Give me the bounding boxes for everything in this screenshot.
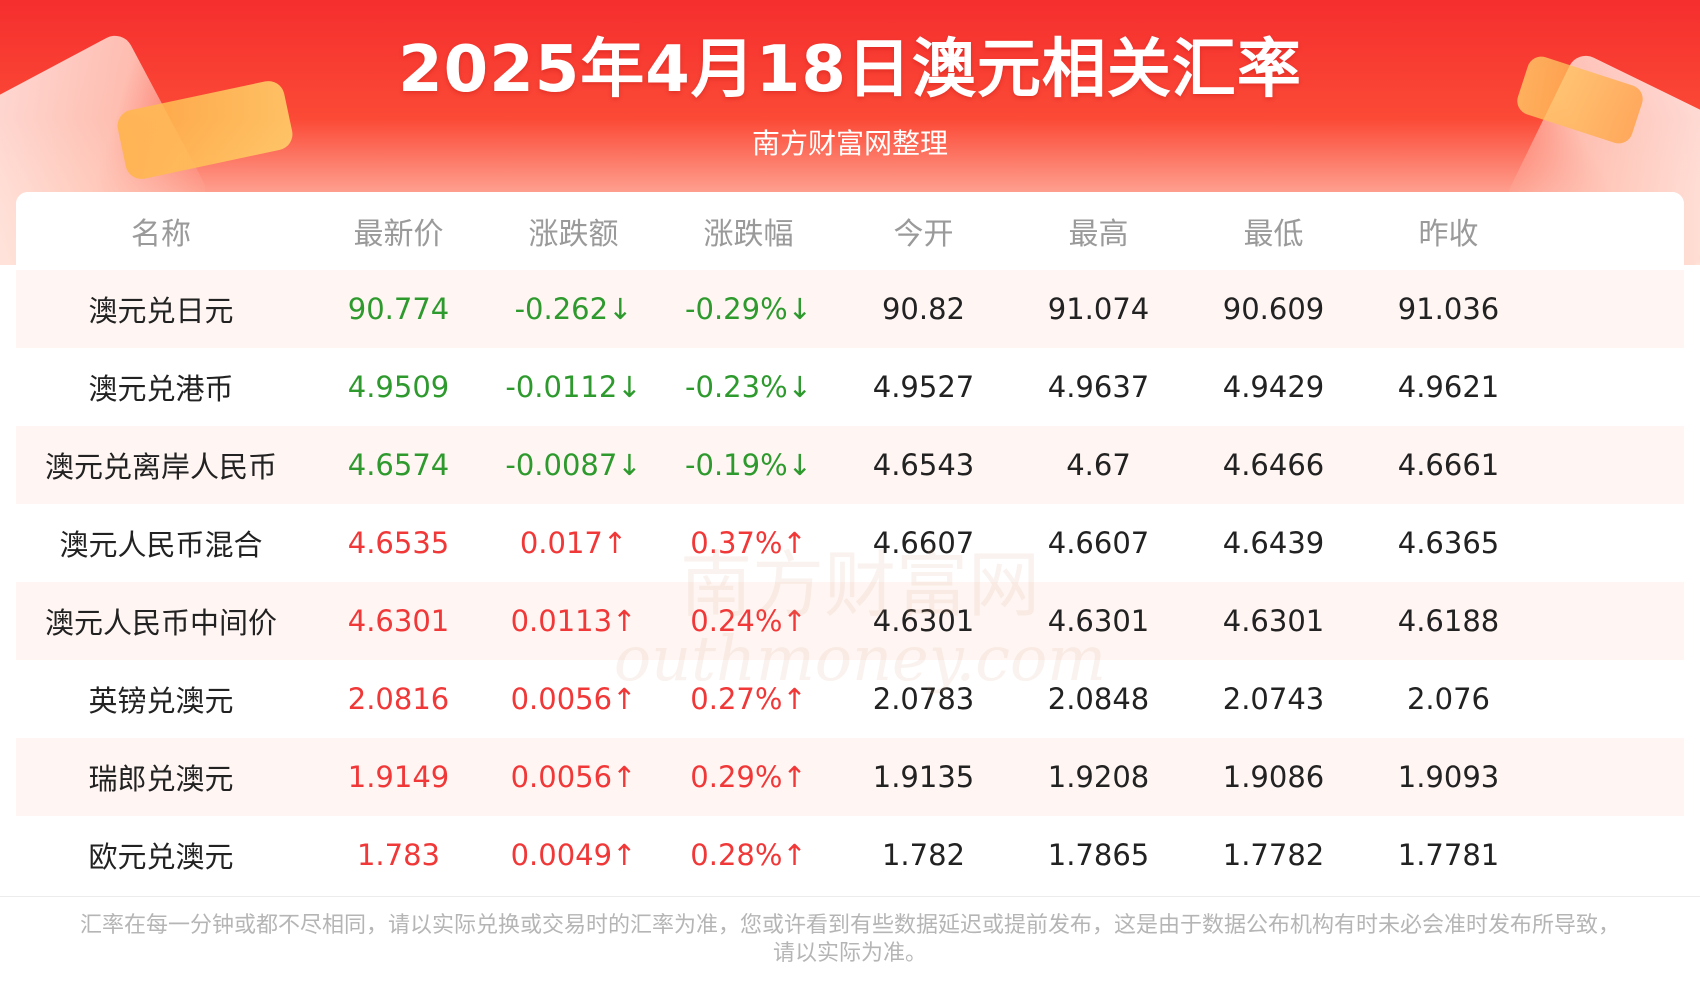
open-price: 90.82 [881,292,966,326]
table-header-row: 名称 最新价 涨跌额 涨跌幅 今开 最高 最低 昨收 [16,192,1684,270]
high-price: 4.9637 [1047,370,1150,404]
rate-name: 澳元兑日元 [88,294,234,328]
low-price: 2.0743 [1222,682,1325,716]
low-price: 1.9086 [1222,760,1325,794]
latest-price: 4.6574 [347,448,450,482]
change-amount: 0.0056↑ [510,682,637,716]
change-percent: -0.29%↓ [685,292,812,326]
latest-price: 1.783 [356,838,441,872]
page-title: 2025年4月18日澳元相关汇率 [398,33,1302,107]
latest-price: 4.9509 [347,370,450,404]
open-price: 4.6301 [872,604,975,638]
column-header-latest: 最新价 [353,217,444,252]
rate-name: 澳元人民币混合 [59,528,263,562]
high-price: 91.074 [1047,292,1150,326]
open-price: 4.6543 [872,448,975,482]
table-row: 澳元人民币混合 4.6535 0.017↑ 0.37%↑ 4.6607 4.66… [16,504,1684,582]
prev-close: 1.7781 [1397,838,1500,872]
low-price: 4.6301 [1222,604,1325,638]
high-price: 2.0848 [1047,682,1150,716]
table-row: 澳元兑港币 4.9509 -0.0112↓ -0.23%↓ 4.9527 4.9… [16,348,1684,426]
rate-name: 澳元兑离岸人民币 [45,450,278,484]
open-price: 4.6607 [872,526,975,560]
column-header-high: 最高 [1068,217,1129,252]
prev-close: 1.9093 [1397,760,1500,794]
prev-close: 2.076 [1406,682,1491,716]
change-percent: 0.28%↑ [690,838,807,872]
rate-name: 澳元兑港币 [88,372,234,406]
latest-price: 1.9149 [347,760,450,794]
table-row: 瑞郎兑澳元 1.9149 0.0056↑ 0.29%↑ 1.9135 1.920… [16,738,1684,816]
latest-price: 4.6301 [347,604,450,638]
open-price: 1.782 [881,838,966,872]
prev-close: 4.6365 [1397,526,1500,560]
change-amount: 0.017↑ [519,526,628,560]
low-price: 4.6439 [1222,526,1325,560]
change-percent: 0.24%↑ [690,604,807,638]
column-header-change-pct: 涨跌幅 [703,217,794,252]
column-header-open: 今开 [893,217,954,252]
change-amount: 0.0113↑ [510,604,637,638]
low-price: 4.6466 [1222,448,1325,482]
change-amount: -0.0112↓ [505,370,642,404]
change-amount: 0.0049↑ [510,838,637,872]
prev-close: 4.6661 [1397,448,1500,482]
prev-close: 4.9621 [1397,370,1500,404]
footer-divider [0,896,1700,897]
page-subtitle: 南方财富网整理 [751,127,948,160]
high-price: 1.7865 [1047,838,1150,872]
change-percent: -0.19%↓ [685,448,812,482]
rate-name: 英镑兑澳元 [88,684,234,718]
table-row: 澳元兑离岸人民币 4.6574 -0.0087↓ -0.19%↓ 4.6543 … [16,426,1684,504]
disclaimer-line-1: 汇率在每一分钟或都不尽相同，请以实际兑换或交易时的汇率为准，您或许看到有些数据延… [79,913,1620,938]
low-price: 1.7782 [1222,838,1325,872]
change-percent: 0.37%↑ [690,526,807,560]
change-amount: -0.0087↓ [505,448,642,482]
latest-price: 90.774 [347,292,450,326]
open-price: 4.9527 [872,370,975,404]
latest-price: 2.0816 [347,682,450,716]
prev-close: 4.6188 [1397,604,1500,638]
column-header-name: 名称 [131,217,191,252]
rate-name: 欧元兑澳元 [88,840,234,874]
change-percent: 0.29%↑ [690,760,807,794]
latest-price: 4.6535 [347,526,450,560]
rate-name: 澳元人民币中间价 [45,606,278,640]
open-price: 2.0783 [872,682,975,716]
prev-close: 91.036 [1397,292,1500,326]
change-percent: -0.23%↓ [685,370,812,404]
rate-name: 瑞郎兑澳元 [88,762,234,796]
column-header-low: 最低 [1243,217,1304,252]
high-price: 4.6607 [1047,526,1150,560]
high-price: 4.67 [1066,448,1131,482]
high-price: 1.9208 [1047,760,1150,794]
low-price: 4.9429 [1222,370,1325,404]
column-header-change: 涨跌额 [528,217,619,252]
table-row: 英镑兑澳元 2.0816 0.0056↑ 0.27%↑ 2.0783 2.084… [16,660,1684,738]
column-header-prev-close: 昨收 [1418,217,1479,252]
change-amount: -0.262↓ [514,292,633,326]
low-price: 90.609 [1222,292,1325,326]
high-price: 4.6301 [1047,604,1150,638]
change-amount: 0.0056↑ [510,760,637,794]
disclaimer-line-2: 请以实际为准。 [772,941,927,966]
table-row: 欧元兑澳元 1.783 0.0049↑ 0.28%↑ 1.782 1.7865 … [16,816,1684,894]
open-price: 1.9135 [872,760,975,794]
table-row: 澳元人民币中间价 4.6301 0.0113↑ 0.24%↑ 4.6301 4.… [16,582,1684,660]
rate-table: 名称 最新价 涨跌额 涨跌幅 今开 最高 最低 昨收 澳元兑日元 90.774 … [16,192,1684,896]
table-row: 澳元兑日元 90.774 -0.262↓ -0.29%↓ 90.82 91.07… [16,270,1684,348]
disclaimer-footer: 汇率在每一分钟或都不尽相同，请以实际兑换或交易时的汇率为准，您或许看到有些数据延… [60,912,1640,968]
change-percent: 0.27%↑ [690,682,807,716]
